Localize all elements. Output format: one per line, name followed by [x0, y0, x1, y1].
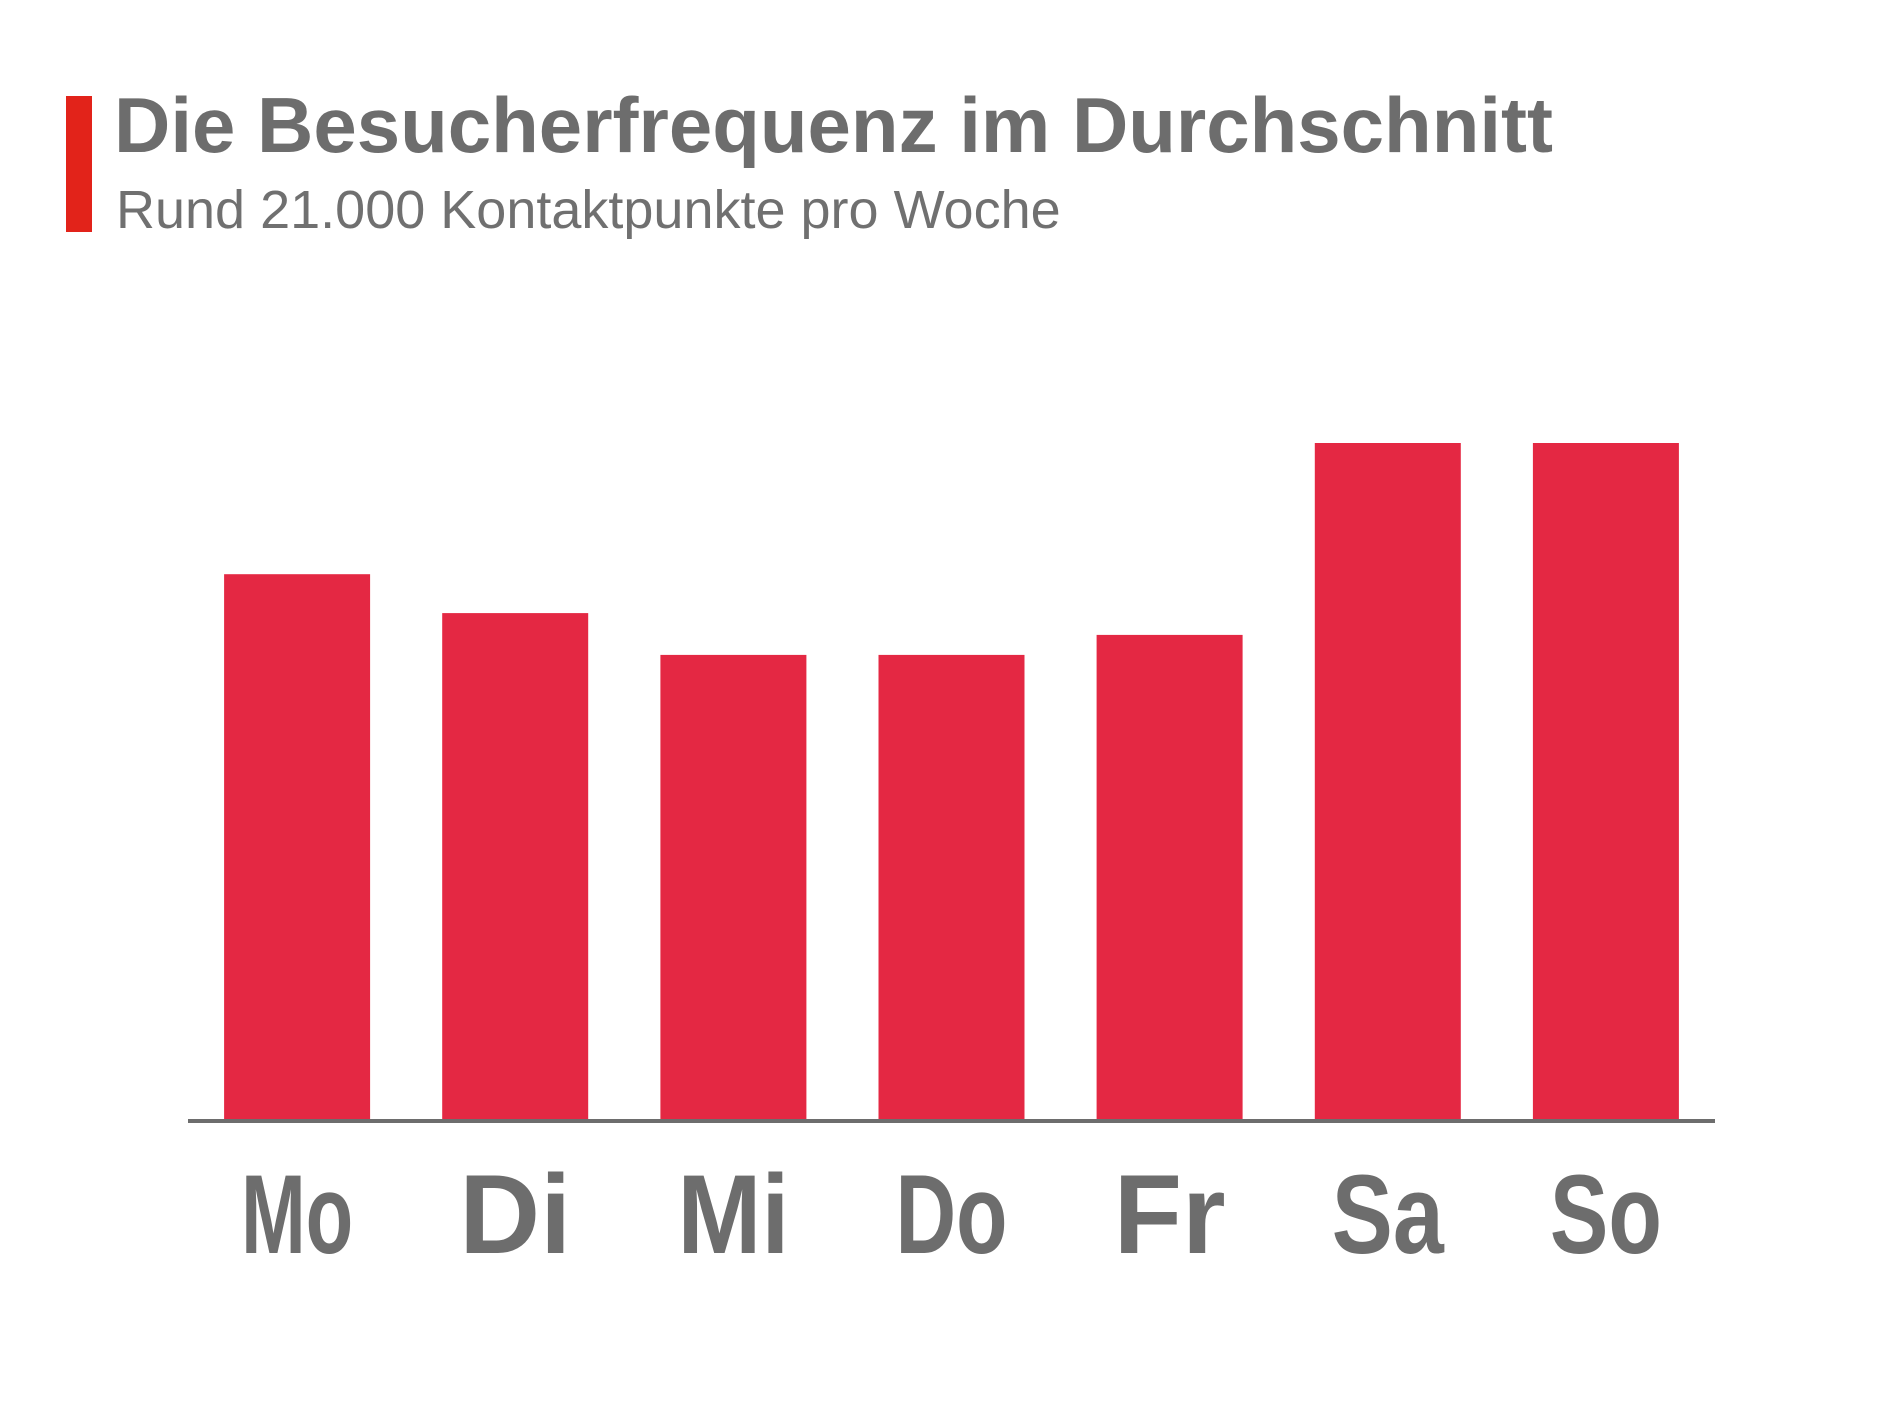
x-axis-labels: Mo Di Mi Do Fr Sa So — [241, 1152, 1662, 1277]
bar-mi — [660, 654, 807, 1119]
x-tick-label-mi: Mi — [677, 1152, 789, 1277]
chart-title: Die Besucherfrequenz im Durchschnitt — [114, 81, 1553, 169]
x-tick-label-di: Di — [459, 1152, 571, 1277]
title-accent-bar — [66, 96, 92, 232]
bar-mo — [224, 574, 371, 1119]
chart-subtitle: Rund 21.000 Kontaktpunkte pro Woche — [116, 180, 1061, 240]
bar-sa — [1314, 443, 1461, 1119]
bar-so — [1532, 443, 1679, 1119]
bar-di — [442, 613, 589, 1119]
x-tick-label-so: So — [1550, 1152, 1662, 1277]
x-tick-label-mo: Mo — [241, 1152, 353, 1277]
x-tick-label-sa: Sa — [1332, 1152, 1445, 1277]
x-tick-label-do: Do — [896, 1152, 1008, 1277]
x-tick-label-fr: Fr — [1114, 1152, 1226, 1277]
bar-group — [224, 443, 1679, 1119]
bar-fr — [1096, 634, 1243, 1119]
bar-do — [878, 654, 1025, 1119]
